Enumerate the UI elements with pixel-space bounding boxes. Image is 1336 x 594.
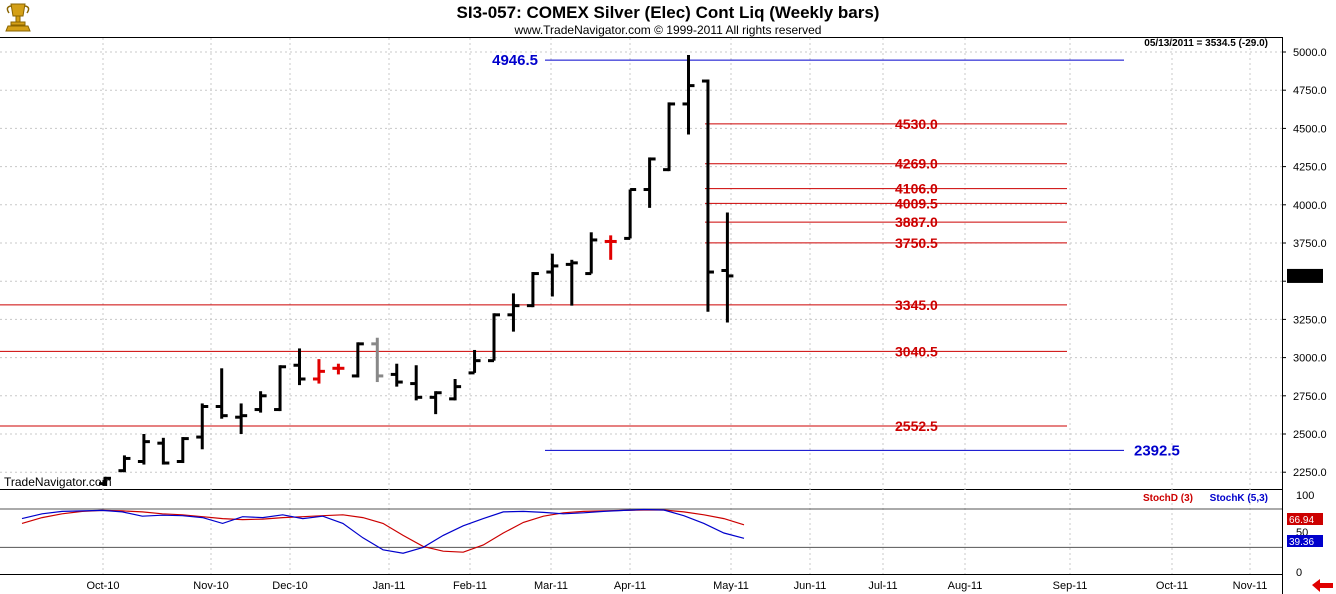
- ohlc-bar: [196, 403, 209, 450]
- ohlc-bar: [488, 313, 500, 363]
- ohlc-bar: [176, 437, 189, 464]
- x-tick-label: Aug-11: [948, 580, 983, 592]
- ohlc-bar: [585, 232, 598, 276]
- x-tick-label: Sep-11: [1053, 580, 1088, 592]
- stoch-k-value: 39.36: [1289, 537, 1314, 548]
- ohlc-bar: [235, 403, 248, 434]
- support-level-label: 3887.0: [895, 214, 938, 230]
- ohlc-bar: [624, 188, 637, 240]
- price-axis: 5000.0 4750.0 4500.0 4250.0 4000.0 3750.0 3250…: [1282, 47, 1327, 479]
- y-tick-label: 2750.0: [1293, 391, 1327, 403]
- y-tick-label: 2250.0: [1293, 467, 1327, 479]
- x-tick-label: Jan-11: [373, 580, 406, 592]
- y-tick-label: 3250.0: [1293, 314, 1327, 326]
- support-level-label: 4269.0: [895, 156, 938, 172]
- y-tick-label: 4250.0: [1293, 162, 1327, 174]
- stoch-tick-label: 0: [1296, 567, 1302, 579]
- ohlc-bar: [215, 368, 228, 419]
- support-level-label: 3750.5: [895, 235, 938, 251]
- x-tick-label: Mar-11: [534, 580, 568, 592]
- y-tick-label: 5000.0: [1293, 47, 1327, 59]
- ohlc-bar: [99, 476, 111, 486]
- chart-subtitle: www.TradeNavigator.com © 1999-2011 All r…: [514, 23, 822, 37]
- ohlc-bar: [565, 259, 578, 306]
- vertical-grid: [102, 38, 1251, 574]
- x-tick-label: May-11: [713, 580, 749, 592]
- stoch-d-value: 66.94: [1289, 515, 1314, 526]
- chart-title: SI3-057: COMEX Silver (Elec) Cont Liq (W…: [457, 3, 880, 22]
- y-tick-label: 4750.0: [1293, 85, 1327, 97]
- ohlc-bar: [643, 157, 656, 208]
- x-tick-label: Feb-11: [453, 580, 487, 592]
- ohlc-bar: [390, 363, 403, 387]
- x-tick-label: Nov-10: [193, 580, 228, 592]
- stoch-k-value-marker: [1287, 535, 1323, 547]
- ohlc-bar: [468, 349, 481, 375]
- x-tick-label: Oct-10: [86, 580, 119, 592]
- y-tick-label: 2500.0: [1293, 429, 1327, 441]
- nav-arrow[interactable]: [1312, 579, 1333, 592]
- support-level-label: 4009.5: [895, 195, 938, 211]
- x-tick-label: Jul-11: [868, 580, 897, 592]
- x-tick-label: Apr-11: [614, 580, 646, 592]
- ohlc-bar: [721, 212, 734, 323]
- ohlc-bar: [546, 253, 559, 297]
- trophy-logo-icon: [5, 3, 31, 32]
- support-level-label: 3345.0: [895, 297, 938, 313]
- support-level-label: 4530.0: [895, 116, 938, 132]
- y-tick-label: 4500.0: [1293, 123, 1327, 135]
- ohlc-bar: [137, 434, 150, 465]
- x-tick-label: Nov-11: [1233, 580, 1268, 592]
- ohlc-bar: [507, 293, 520, 332]
- last-quote: 05/13/2011 = 3534.5 (-29.0): [1144, 38, 1268, 49]
- y-tick-label: 4000.0: [1293, 200, 1327, 212]
- support-level-label: 2552.5: [895, 418, 938, 434]
- ohlc-bar: [682, 55, 695, 135]
- ohlc-bar: [701, 79, 714, 312]
- legend-stoch-k: StochK (5,3): [1210, 493, 1268, 504]
- ohlc-bar: [254, 391, 267, 413]
- y-tick-label: 3000.0: [1293, 353, 1327, 365]
- horizontal-grid: [0, 51, 1282, 473]
- ohlc-bar: [293, 348, 306, 386]
- ohlc-bar: [157, 437, 170, 465]
- ohlc-bar: [604, 235, 617, 260]
- x-tick-label: Jun-11: [794, 580, 827, 592]
- ohlc-bar: [449, 378, 462, 401]
- last-price-label: 3534.5: [1289, 271, 1323, 283]
- ohlc-bar: [312, 359, 325, 384]
- stoch-k-line: [21, 508, 745, 554]
- ohlc-bar: [429, 391, 442, 415]
- ohlc-bar: [118, 455, 131, 473]
- ohlc-bar: [332, 363, 345, 375]
- ohlc-bar: [663, 102, 676, 172]
- ohlc-bar: [351, 342, 364, 378]
- target-level-label: 4946.5: [492, 52, 538, 69]
- ohlc-bar: [410, 365, 423, 401]
- last-price-marker: [1287, 268, 1323, 283]
- ohlc-bar: [526, 272, 539, 308]
- date-axis: Oct-10 Nov-10 Dec-10 Jan-11 Feb-11 Mar-11 Apr-…: [86, 580, 1267, 592]
- y-tick-label: 3750.0: [1293, 238, 1327, 250]
- x-tick-label: Oct-11: [1156, 580, 1188, 592]
- price-bars: [99, 55, 734, 486]
- support-level-label: 4106.0: [895, 181, 938, 197]
- ohlc-bar: [371, 337, 384, 383]
- arrow-left-icon[interactable]: [1312, 579, 1333, 592]
- x-tick-label: Dec-10: [272, 580, 307, 592]
- watermark: TradeNavigator.com: [4, 475, 112, 489]
- price-panel: [0, 37, 1282, 487]
- stoch-tick-label: 100: [1296, 490, 1314, 502]
- legend-stoch-d: StochD (3): [1143, 493, 1193, 504]
- stoch-d-value-marker: [1287, 513, 1323, 525]
- support-level-label: 3040.5: [895, 343, 938, 359]
- target-level-label: 2392.5: [1134, 442, 1180, 459]
- ohlc-bar: [274, 365, 287, 412]
